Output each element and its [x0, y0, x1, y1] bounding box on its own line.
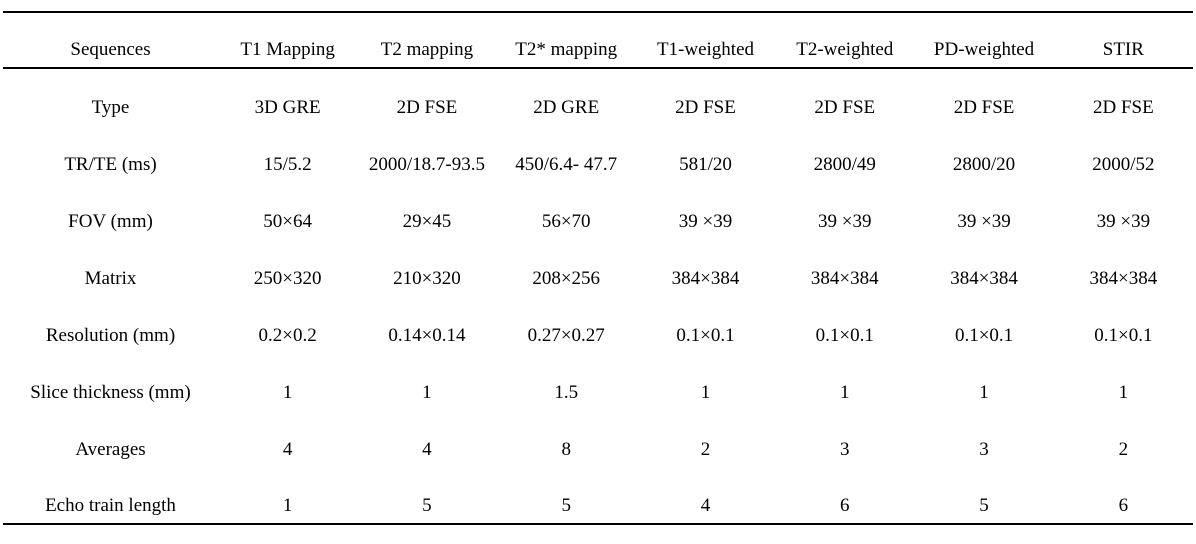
table-cell: 1	[979, 382, 989, 403]
table-cell: 2800/20	[952, 154, 1016, 175]
table-cell: 6	[840, 495, 850, 516]
table-cell: 1	[282, 495, 293, 516]
table-cell: 250×320	[253, 268, 322, 289]
table-cell: 1.5	[554, 382, 579, 403]
table-cell: 4	[282, 439, 293, 460]
row-label: Resolution (mm)	[45, 325, 176, 346]
table-cell: 50×64	[263, 211, 312, 232]
table-cell: 2	[1118, 439, 1129, 460]
table-cell: 0.1×0.1	[1094, 325, 1153, 346]
table-cell: 5	[422, 495, 432, 516]
header-cell-t1-weighted: T1-weighted	[656, 39, 755, 60]
table-cell: 0.1×0.1	[954, 325, 1014, 346]
table-cell: 0.2×0.2	[258, 325, 317, 346]
table-cell: 0.14×0.14	[388, 325, 466, 346]
table-cell: 2D FSE	[953, 97, 1015, 118]
header-cell-stir: STIR	[1102, 39, 1144, 60]
table-cell: 4	[422, 439, 432, 460]
table-cell: 2000/18.7-93.5	[368, 154, 485, 175]
table-cell: 5	[561, 495, 571, 516]
header-cell-sequences: Sequences	[70, 39, 151, 60]
table-cell: 581/20	[679, 154, 732, 175]
table-row-matrix: Matrix 250×320 210×320 208×256 384×384 3…	[3, 239, 1193, 296]
header-cell-t2-weighted: T2-weighted	[796, 39, 894, 60]
table-cell: 5	[979, 495, 989, 516]
table-cell: 2	[700, 439, 711, 460]
table-row-type: Type 3D GRE 2D FSE 2D GRE 2D FSE 2D FSE …	[3, 68, 1193, 125]
row-label: Slice thickness (mm)	[30, 382, 191, 403]
table-cell: 39 ×39	[818, 211, 872, 232]
row-label: FOV (mm)	[68, 211, 153, 232]
header-cell-t1-mapping: T1 Mapping	[240, 39, 335, 60]
table-cell: 3	[979, 439, 989, 460]
table-row-slice-thickness: Slice thickness (mm) 1 1 1.5 1 1 1 1	[3, 353, 1193, 410]
table-cell: 3D GRE	[254, 97, 321, 118]
table-cell: 1	[422, 382, 432, 403]
table-cell: 1	[1118, 382, 1129, 403]
table-cell: 2D GRE	[533, 97, 600, 118]
table-row-averages: Averages 4 4 8 2 3 3 2	[3, 410, 1193, 467]
table-cell: 2D FSE	[675, 97, 736, 118]
table-row-tr-te: TR/TE (ms) 15/5.2 2000/18.7-93.5 450/6.4…	[3, 125, 1193, 182]
header-cell-t2-mapping: T2 mapping	[380, 39, 474, 60]
table-cell: 1	[840, 382, 850, 403]
row-label: Type	[91, 97, 130, 118]
table-cell: 2000/52	[1092, 154, 1155, 175]
table-cell: 8	[561, 439, 571, 460]
row-label: Echo train length	[45, 495, 176, 516]
row-label: Averages	[75, 439, 146, 460]
table-cell: 3	[840, 439, 850, 460]
table-cell: 384×384	[810, 268, 879, 289]
table-cell: 39 ×39	[1096, 211, 1151, 232]
table-cell: 6	[1118, 495, 1129, 516]
header-row: Sequences T1 Mapping T2 mapping T2* mapp…	[3, 12, 1193, 68]
table-header: Sequences T1 Mapping T2 mapping T2* mapp…	[3, 12, 1193, 68]
table-cell: 210×320	[393, 268, 461, 289]
table-cell: 384×384	[950, 268, 1018, 289]
table-cell: 1	[700, 382, 711, 403]
table-cell: 0.27×0.27	[527, 325, 605, 346]
table-cell: 384×384	[1089, 268, 1158, 289]
table-cell: 2D FSE	[396, 97, 458, 118]
table-row-fov: FOV (mm) 50×64 29×45 56×70 39 ×39 39 ×39…	[3, 182, 1193, 239]
table-cell: 0.1×0.1	[815, 325, 874, 346]
table-cell: 2800/49	[813, 154, 876, 175]
table-row-echo-train-length: Echo train length 1 5 5 4 6 5 6	[3, 467, 1193, 524]
table-cell: 29×45	[402, 211, 452, 232]
table-cell: 1	[282, 382, 293, 403]
table-cell: 208×256	[532, 268, 601, 289]
row-label: TR/TE (ms)	[64, 154, 157, 175]
table-cell: 2D FSE	[814, 97, 876, 118]
table-cell: 39 ×39	[957, 211, 1011, 232]
table-cell: 384×384	[671, 268, 740, 289]
table-cell: 15/5.2	[263, 154, 312, 175]
table-cell: 4	[700, 495, 711, 516]
table-cell: 450/6.4- 47.7	[515, 154, 618, 175]
mri-sequence-parameters-table: Sequences T1 Mapping T2 mapping T2* mapp…	[3, 11, 1193, 525]
table-cell: 39 ×39	[678, 211, 733, 232]
header-cell-pd-weighted: PD-weighted	[933, 39, 1035, 60]
table-cell: 56×70	[541, 211, 591, 232]
row-label: Matrix	[84, 268, 137, 289]
table-cell: 2D FSE	[1092, 97, 1154, 118]
header-cell-t2star-mapping: T2* mapping	[515, 39, 618, 60]
table-cell: 0.1×0.1	[676, 325, 735, 346]
table-row-resolution: Resolution (mm) 0.2×0.2 0.14×0.14 0.27×0…	[3, 296, 1193, 353]
